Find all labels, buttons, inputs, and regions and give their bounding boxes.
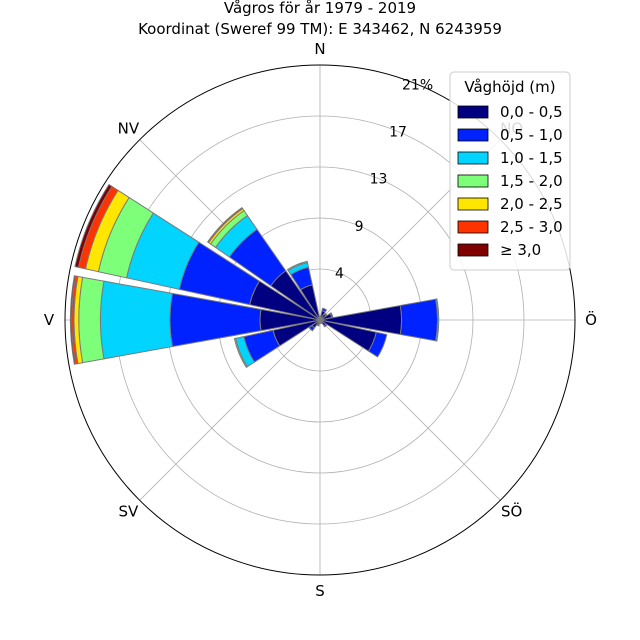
legend-label: 2,0 - 2,5 bbox=[500, 195, 563, 213]
direction-label: V bbox=[44, 311, 55, 329]
legend-swatch bbox=[457, 220, 489, 234]
radial-tick-label: 9 bbox=[355, 219, 364, 235]
radial-tick-label: 13 bbox=[370, 172, 388, 188]
direction-label: SV bbox=[118, 503, 139, 521]
legend-swatch bbox=[457, 174, 489, 188]
legend-box bbox=[449, 71, 571, 271]
legend-label: 1,5 - 2,0 bbox=[500, 172, 563, 190]
polar-outer-ring bbox=[64, 64, 576, 576]
direction-label: NV bbox=[118, 119, 140, 137]
rose-bar-segment bbox=[74, 183, 113, 268]
rose-bar-segment bbox=[399, 298, 439, 342]
direction-label: S bbox=[315, 582, 325, 600]
radial-tick-labels: 4 9 13 17 21% bbox=[335, 77, 433, 281]
radial-tick-label: 4 bbox=[335, 266, 344, 282]
grid-spoke bbox=[319, 319, 501, 501]
wind-rose-bars bbox=[69, 183, 440, 369]
legend-label: 0,0 - 0,5 bbox=[500, 103, 563, 121]
legend-items: 0,0 - 0,5 0,5 - 1,0 1,0 - 1,5 1,5 - 2,0 2,0 … bbox=[457, 103, 563, 259]
chart-subtitle: Koordinat (Sweref 99 TM): E 343462, N 62… bbox=[138, 20, 502, 38]
legend-label: 2,5 - 3,0 bbox=[500, 218, 563, 236]
legend-label: 1,0 - 1,5 bbox=[500, 149, 563, 167]
rose-bar-segment bbox=[78, 276, 105, 364]
rose-bar-segment bbox=[321, 307, 328, 313]
legend-label: ≥ 3,0 bbox=[500, 241, 541, 259]
rose-bar-segment bbox=[435, 298, 440, 342]
rose-bar-segment bbox=[69, 275, 77, 365]
legend-swatch bbox=[457, 105, 489, 119]
direction-label: SÖ bbox=[501, 502, 522, 521]
radial-tick-label: 17 bbox=[389, 125, 407, 141]
rose-bar-segment bbox=[286, 260, 309, 272]
chart-title: Vågros för år 1979 - 2019 bbox=[224, 0, 416, 17]
legend-swatch bbox=[457, 151, 489, 165]
legend-title: Våghöjd (m) bbox=[464, 78, 555, 96]
rose-bar-segment bbox=[323, 323, 328, 328]
legend-label: 0,5 - 1,0 bbox=[500, 126, 563, 144]
legend-swatch bbox=[457, 243, 489, 257]
legend-swatch bbox=[457, 197, 489, 211]
legend-swatch bbox=[457, 128, 489, 142]
radial-tick-label: 21% bbox=[402, 77, 433, 93]
rose-bar-segment bbox=[99, 280, 173, 360]
grid-spoke bbox=[139, 319, 321, 501]
legend: Våghöjd (m) 0,0 - 0,5 0,5 - 1,0 1,0 - 1,5 1… bbox=[449, 71, 571, 271]
rose-bar-segment bbox=[233, 337, 248, 369]
direction-label: Ö bbox=[585, 310, 597, 329]
direction-label: N bbox=[314, 40, 325, 58]
rose-bar-segment bbox=[367, 331, 388, 358]
rose-bar-segment bbox=[206, 206, 244, 244]
